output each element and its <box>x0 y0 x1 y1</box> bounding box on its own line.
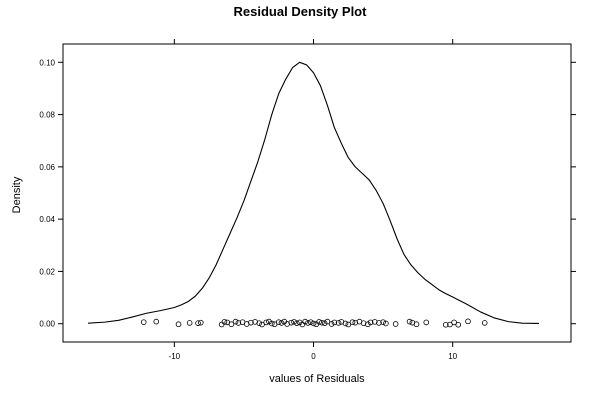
residual-point <box>263 319 270 326</box>
chart-title: Residual Density Plot <box>234 4 368 19</box>
residual-point <box>481 320 488 326</box>
residual-point <box>299 321 306 328</box>
residual-point <box>310 320 317 327</box>
residual-point <box>228 321 235 328</box>
residual-point <box>371 319 378 325</box>
residual-point <box>305 320 311 326</box>
y-tick-label: 0.02 <box>39 267 55 276</box>
residual-point <box>451 319 457 326</box>
residual-point <box>342 320 349 327</box>
residual-point <box>278 320 285 326</box>
y-tick-label: 0.06 <box>39 163 55 172</box>
residual-point <box>235 320 242 326</box>
residual-point <box>186 320 193 326</box>
residual-point <box>349 319 356 325</box>
residual-point <box>218 321 225 328</box>
residual-point <box>383 320 389 327</box>
residual-point <box>268 320 275 327</box>
residual-point <box>380 319 386 325</box>
x-tick-label: 10 <box>448 352 457 361</box>
residual-point <box>294 320 300 326</box>
residual-point <box>331 319 338 326</box>
residual-point <box>221 319 228 325</box>
y-tick-label: 0.08 <box>39 111 55 120</box>
residual-point <box>335 320 342 326</box>
residual-point <box>465 318 471 325</box>
residual-point <box>232 318 239 325</box>
residual-point <box>345 321 352 328</box>
residual-point <box>302 318 308 325</box>
residual-point <box>324 318 331 325</box>
residual-point <box>319 319 325 326</box>
plot-frame <box>62 43 572 343</box>
residual-point <box>321 320 328 326</box>
density-curve <box>88 61 539 324</box>
residual-point <box>153 318 160 325</box>
residual-point <box>413 321 420 328</box>
residual-point <box>195 320 201 326</box>
residual-point <box>423 319 430 326</box>
residual-point <box>140 319 147 325</box>
y-axis-label: Density <box>11 176 23 213</box>
residual-point <box>328 321 335 327</box>
x-tick-label: 0 <box>311 352 316 361</box>
axis-ticks: -10 0 10 0.00 0.02 0.04 0.06 0.08 0.10 <box>39 39 576 361</box>
x-tick-label: -10 <box>169 352 181 361</box>
x-axis-label: values of Residuals <box>269 373 365 385</box>
residual-point <box>367 319 374 326</box>
residual-point <box>307 319 314 325</box>
y-tick-label: 0.10 <box>39 58 55 67</box>
residual-point <box>364 321 371 328</box>
y-tick-label: 0.04 <box>39 215 55 224</box>
residual-point <box>316 319 322 325</box>
residual-point <box>352 319 359 326</box>
residual-point <box>442 321 449 328</box>
y-tick-label: 0.00 <box>39 320 55 329</box>
chart-marks <box>88 61 539 328</box>
residual-point <box>360 320 367 326</box>
residual-point <box>376 320 382 326</box>
residual-point <box>266 318 272 325</box>
residual-point <box>197 319 204 326</box>
residual-point <box>256 320 263 326</box>
residual-point <box>291 319 297 325</box>
residual-point <box>248 319 254 326</box>
residual-point <box>392 321 399 327</box>
residual-point <box>175 321 182 328</box>
residual-point <box>288 319 295 326</box>
residual-point <box>455 321 462 328</box>
residual-point <box>406 318 413 325</box>
residual-point <box>275 319 282 325</box>
